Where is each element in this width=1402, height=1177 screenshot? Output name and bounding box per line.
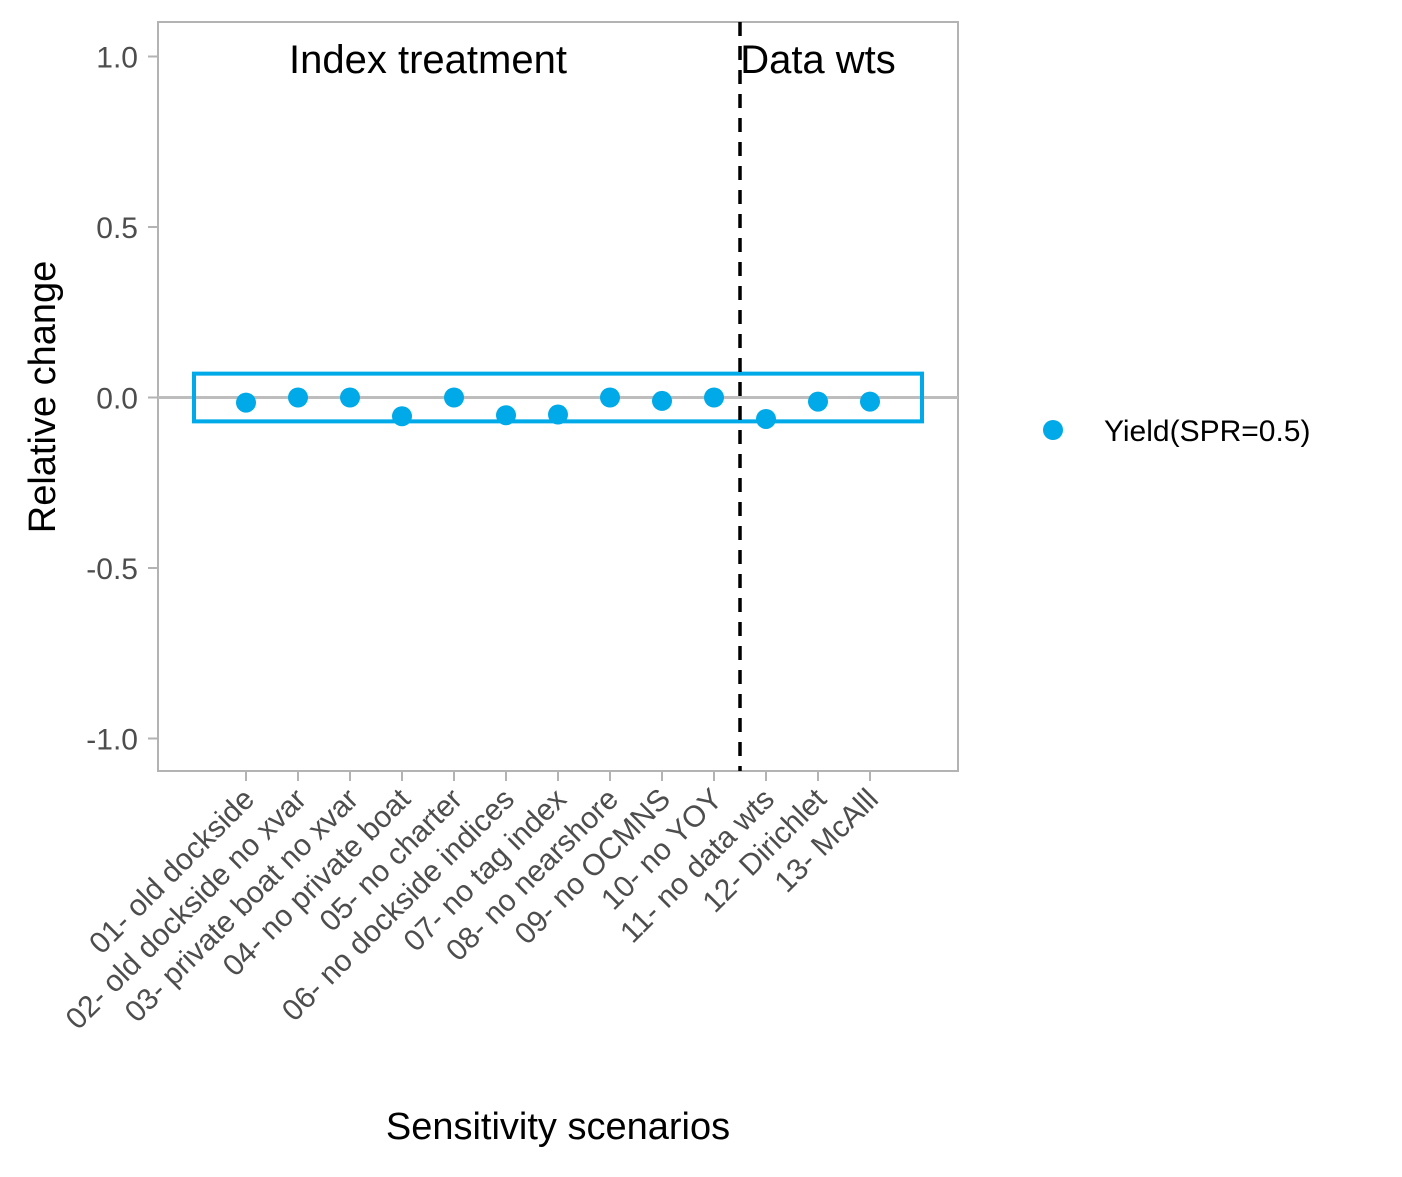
data-point (392, 406, 412, 427)
y-axis: 1.0 0.5 0.0 -0.5 -1.0 (86, 42, 158, 757)
annotation-index-treatment: Index treatment (289, 38, 567, 82)
data-points (236, 387, 880, 429)
y-tick-label: 0.5 (96, 212, 138, 245)
data-point (236, 392, 256, 413)
legend-marker-yield (1043, 420, 1063, 440)
data-point (808, 391, 828, 412)
y-axis-title: Relative change (22, 261, 64, 534)
legend: Yield(SPR=0.5) (1043, 415, 1310, 448)
data-point (860, 391, 880, 412)
legend-label-yield: Yield(SPR=0.5) (1104, 415, 1310, 448)
y-tick-label: -1.0 (86, 724, 138, 757)
y-tick-label: 1.0 (96, 42, 138, 75)
y-tick-label: 0.0 (96, 383, 138, 416)
data-point (288, 387, 308, 408)
data-point (600, 387, 620, 408)
data-point (496, 405, 516, 426)
y-tick-label: -0.5 (86, 553, 138, 586)
data-point (444, 387, 464, 408)
x-axis-title: Sensitivity scenarios (386, 1106, 730, 1148)
data-point (756, 408, 776, 429)
annotation-data-wts: Data wts (740, 38, 896, 82)
data-point (704, 387, 724, 408)
data-point (652, 390, 672, 411)
data-point (548, 404, 568, 425)
data-point (340, 387, 360, 408)
